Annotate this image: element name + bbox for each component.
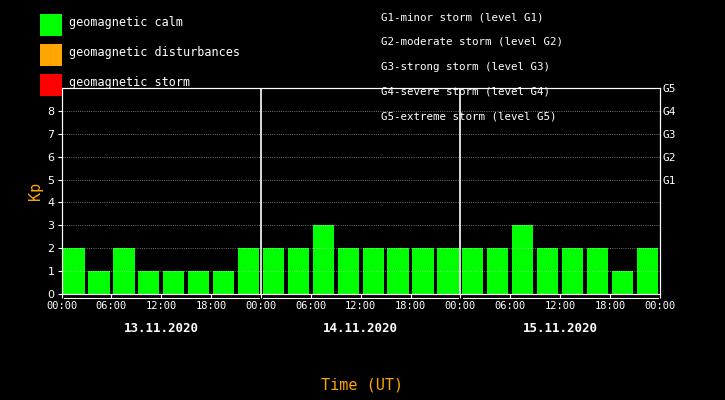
Bar [387, 248, 409, 294]
Bar [213, 271, 234, 294]
Bar [188, 271, 210, 294]
Text: G3-strong storm (level G3): G3-strong storm (level G3) [381, 62, 550, 72]
Bar [338, 248, 359, 294]
Bar [288, 248, 309, 294]
Text: geomagnetic calm: geomagnetic calm [69, 16, 183, 29]
Text: G4-severe storm (level G4): G4-severe storm (level G4) [381, 86, 550, 96]
Text: geomagnetic storm: geomagnetic storm [69, 76, 190, 89]
Text: G5-extreme storm (level G5): G5-extreme storm (level G5) [381, 111, 556, 121]
Bar [612, 271, 633, 294]
Bar [263, 248, 284, 294]
Bar [562, 248, 583, 294]
Bar [88, 271, 109, 294]
Text: 15.11.2020: 15.11.2020 [523, 322, 597, 335]
Bar [238, 248, 259, 294]
Bar [64, 248, 85, 294]
Text: geomagnetic disturbances: geomagnetic disturbances [69, 46, 240, 59]
Bar [437, 248, 458, 294]
Text: G2-moderate storm (level G2): G2-moderate storm (level G2) [381, 37, 563, 47]
Text: Time (UT): Time (UT) [321, 377, 404, 392]
Bar [487, 248, 508, 294]
Y-axis label: Kp: Kp [28, 182, 44, 200]
Bar [463, 248, 484, 294]
Bar [163, 271, 184, 294]
Text: G1-minor storm (level G1): G1-minor storm (level G1) [381, 12, 543, 22]
Bar [413, 248, 434, 294]
Bar [587, 248, 608, 294]
Bar [138, 271, 160, 294]
Text: 14.11.2020: 14.11.2020 [323, 322, 398, 335]
Bar [537, 248, 558, 294]
Bar [113, 248, 135, 294]
Bar [637, 248, 658, 294]
Bar [512, 225, 534, 294]
Bar [312, 225, 334, 294]
Bar [362, 248, 384, 294]
Text: 13.11.2020: 13.11.2020 [124, 322, 199, 335]
